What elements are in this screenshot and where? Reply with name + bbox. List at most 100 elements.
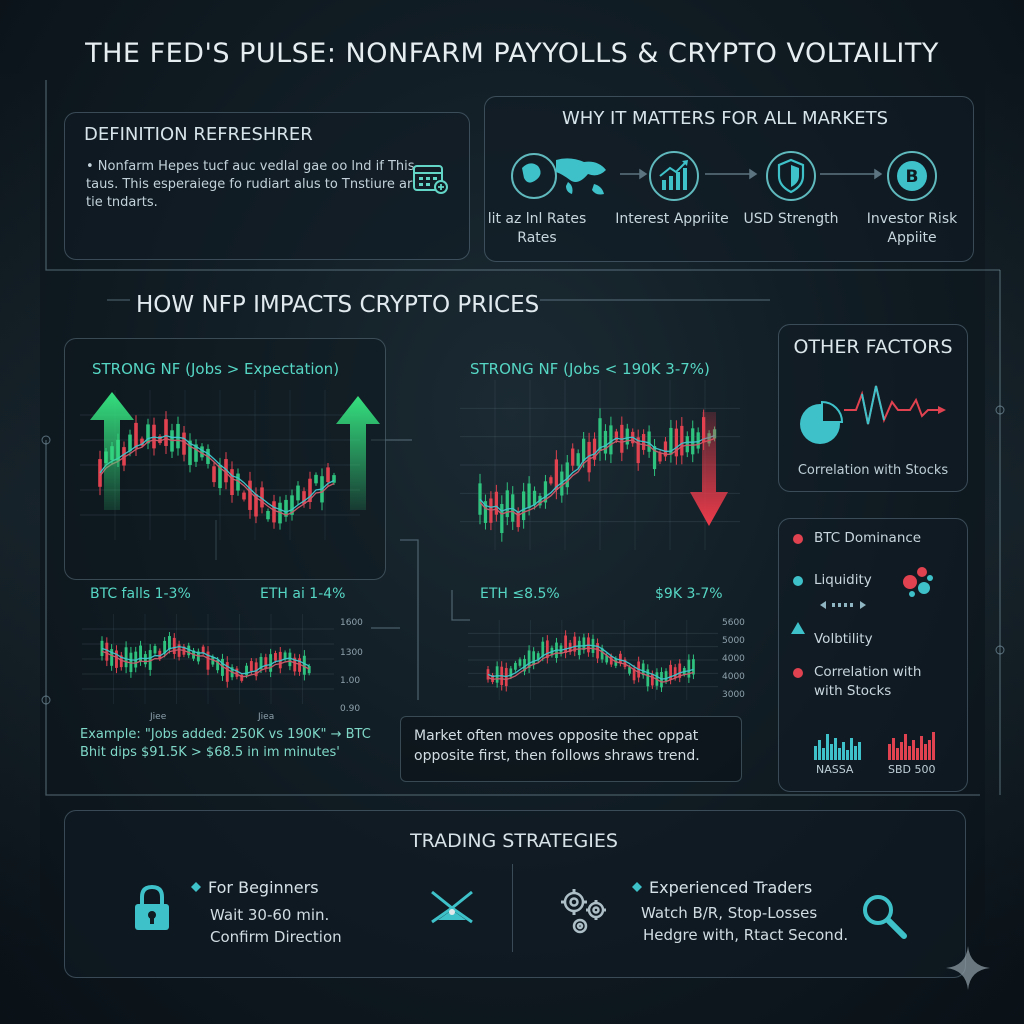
candle-body	[650, 673, 654, 686]
candle-body	[560, 471, 564, 496]
candle-body	[139, 645, 142, 662]
range-label-right: $9K 3-7%	[655, 586, 723, 602]
moving-average-line	[479, 437, 715, 517]
candle-body	[153, 646, 157, 654]
candle-body	[549, 477, 553, 484]
candle-body	[230, 469, 234, 495]
candle-body	[216, 660, 220, 671]
right-lower-chart	[468, 620, 718, 700]
candle-body	[678, 663, 682, 678]
right-y-tick: 5000	[722, 636, 745, 646]
left-x-tick: Jiea	[258, 712, 275, 722]
right-chart-title: STRONG NF (Jobs < 190K 3-7%)	[470, 360, 710, 378]
candle-body	[500, 504, 504, 534]
candle-body	[636, 437, 640, 464]
left-y-tick: 1600	[340, 618, 363, 628]
candle-body	[302, 491, 306, 504]
moving-average-line	[99, 434, 335, 513]
why-flow-arrows	[620, 168, 883, 180]
candle-body	[692, 659, 695, 675]
candle-body	[545, 640, 549, 659]
candle-body	[177, 644, 181, 657]
factor-liquidity: Liquidity	[814, 572, 872, 588]
arrows-icon	[820, 601, 866, 609]
strategies-panel	[64, 810, 966, 978]
candle-body	[494, 491, 498, 515]
candle-body	[187, 645, 191, 656]
candle-body	[307, 665, 311, 674]
candle-body	[587, 441, 591, 473]
candle-body	[284, 499, 288, 517]
nfp-section-title: HOW NFP IMPACTS CRYPTO PRICES	[136, 292, 540, 318]
candle-body	[605, 655, 609, 663]
candle-body	[518, 659, 522, 666]
candle-body	[647, 431, 651, 452]
candle-body	[674, 428, 678, 457]
calendar-icon	[413, 165, 448, 194]
left-x-tick: Jiee	[150, 712, 167, 722]
candle-body	[188, 440, 192, 466]
candle-body	[646, 669, 650, 687]
strategies-title: TRADING STRATEGIES	[410, 830, 618, 852]
candle-body	[240, 674, 244, 681]
eth-label-left: ETH ai 1-4%	[260, 586, 346, 602]
candle-body	[235, 668, 239, 677]
why-label-risk: Investor Risk Appiite	[866, 211, 958, 246]
candle-body	[491, 675, 494, 683]
candle-body	[687, 659, 691, 678]
candle-body	[182, 432, 186, 455]
candle-body	[582, 438, 586, 461]
candle-body	[592, 438, 597, 460]
candle-body	[505, 490, 509, 518]
gears-icon	[561, 889, 606, 934]
candle-body	[260, 487, 264, 508]
candle-body	[115, 650, 118, 668]
candle-body	[218, 464, 222, 489]
candle-body	[248, 480, 252, 510]
candle-body	[596, 643, 599, 659]
index-bars-icon	[814, 732, 935, 760]
right-candlestick-chart	[460, 380, 740, 550]
candle-body	[628, 667, 631, 674]
why-title: WHY IT MATTERS FOR ALL MARKETS	[561, 108, 888, 129]
candle-body	[249, 661, 253, 672]
beginners-line-1: Wait 30-60 min.	[210, 906, 330, 924]
experienced-line-1: Watch B/R, Stop-Losses	[641, 904, 818, 922]
bitcoin-icon: B	[887, 151, 937, 201]
candle-body	[254, 494, 258, 517]
candle-body	[600, 648, 604, 660]
candle-body	[509, 668, 513, 677]
candle-body	[158, 436, 162, 444]
candle-body	[571, 448, 575, 466]
candle-body	[536, 653, 540, 661]
candle-body	[522, 491, 526, 521]
candle-body	[565, 462, 569, 488]
index-label-nasdaq: NASSA	[816, 763, 854, 776]
candle-body	[206, 651, 210, 670]
up-arrow-icon	[90, 392, 134, 510]
bullet-red	[793, 668, 803, 678]
candle-body	[483, 501, 488, 523]
factors-list-panel	[778, 518, 968, 792]
candle-body	[158, 650, 162, 659]
candle-body	[532, 490, 537, 506]
candle-body	[326, 467, 330, 483]
right-y-tick: 4000	[722, 654, 745, 664]
sparkle-icon	[946, 946, 990, 990]
candle-body	[122, 447, 126, 466]
moving-average-line	[487, 647, 694, 683]
pie-pulse-icon	[800, 385, 946, 444]
candle-body	[194, 444, 198, 462]
candle-body	[514, 662, 517, 670]
candle-body	[619, 653, 622, 664]
left-y-tick: 1.00	[340, 676, 361, 686]
down-arrow-icon	[690, 412, 728, 526]
beginners-line-2: Confirm Direction	[210, 928, 342, 946]
definition-title: DEFINITION REFRESHRER	[84, 124, 313, 145]
candle-body	[225, 662, 229, 682]
example-text: Example: "Jobs added: 250K vs 190K" → BT…	[80, 727, 371, 760]
candle-body	[685, 436, 689, 453]
beginners-heading: For Beginners	[208, 878, 319, 897]
up-arrow-icon	[336, 396, 380, 510]
correlation-label: Correlation with Stocks	[797, 463, 949, 478]
